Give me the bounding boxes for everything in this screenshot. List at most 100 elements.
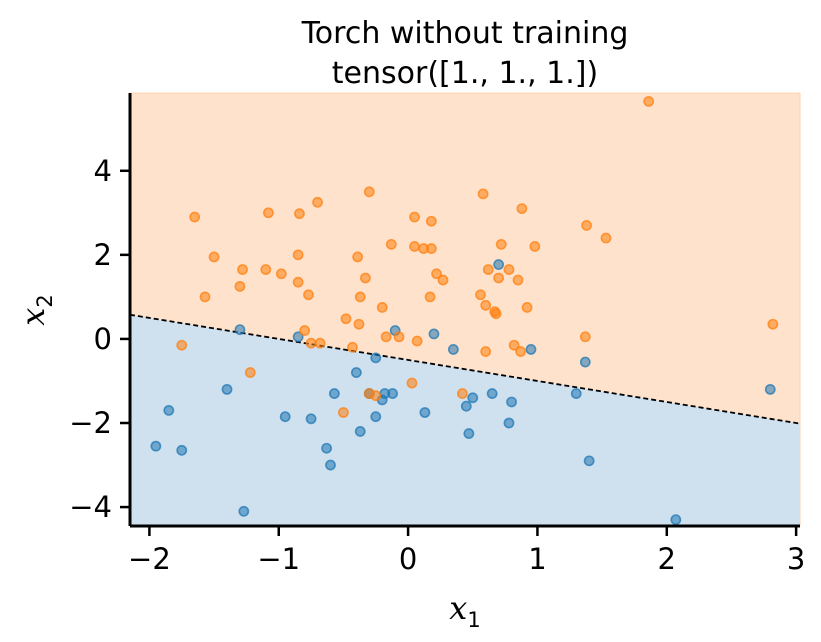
data-point-class-0 <box>579 356 591 368</box>
data-point-class-1 <box>437 274 449 286</box>
y-tick-label: 0 <box>94 322 112 356</box>
data-point-class-1 <box>363 186 375 198</box>
data-point-class-0 <box>325 459 336 471</box>
x-tick-label: 3 <box>787 542 805 576</box>
data-point-class-1 <box>199 291 211 303</box>
data-point-class-1 <box>508 339 520 351</box>
data-point-class-0 <box>467 392 479 404</box>
data-point-class-1 <box>260 264 272 275</box>
data-point-class-1 <box>360 272 371 284</box>
data-point-class-1 <box>767 318 779 330</box>
data-point-class-0 <box>387 388 398 399</box>
data-point-class-1 <box>503 264 515 275</box>
data-point-class-1 <box>353 318 365 330</box>
data-point-class-0 <box>503 417 515 429</box>
data-point-class-1 <box>338 407 349 418</box>
y-tick-label: 4 <box>94 154 112 188</box>
data-point-class-1 <box>529 241 541 252</box>
data-point-class-1 <box>406 377 418 389</box>
data-point-class-1 <box>376 301 388 313</box>
data-point-class-1 <box>262 207 274 219</box>
data-point-class-0 <box>460 400 472 412</box>
data-point-class-1 <box>600 232 612 244</box>
data-point-class-1 <box>477 188 489 200</box>
data-point-class-0 <box>463 428 475 439</box>
data-point-class-1 <box>482 264 494 275</box>
data-point-class-1 <box>176 339 188 351</box>
data-point-class-1 <box>189 211 201 223</box>
data-point-class-0 <box>292 331 304 343</box>
data-point-class-0 <box>279 411 291 423</box>
data-point-class-1 <box>292 276 304 288</box>
data-point-class-1 <box>411 335 423 347</box>
data-point-class-0 <box>350 367 362 378</box>
plot-area: −2 −1 0 1 2 3 −4 −2 0 2 4 <box>69 92 805 576</box>
data-point-class-1 <box>340 313 352 325</box>
data-point-class-1 <box>579 331 591 343</box>
data-point-class-0 <box>506 396 517 408</box>
data-point-class-1 <box>380 331 392 343</box>
chart-title-line1: Torch without training <box>301 16 629 51</box>
data-point-class-1 <box>385 238 397 250</box>
data-point-class-1 <box>294 208 305 220</box>
data-point-class-1 <box>490 308 502 320</box>
data-point-class-1 <box>347 341 358 353</box>
data-point-class-0 <box>221 383 233 395</box>
data-point-class-1 <box>370 390 382 402</box>
data-point-class-1 <box>244 367 256 378</box>
y-tick-label: −2 <box>69 406 112 440</box>
data-point-class-1 <box>480 346 492 357</box>
data-point-class-0 <box>583 455 595 467</box>
data-point-class-1 <box>480 299 492 311</box>
data-point-class-1 <box>292 249 304 261</box>
data-point-class-0 <box>486 388 498 399</box>
data-point-class-1 <box>643 96 655 107</box>
data-point-class-0 <box>570 388 582 399</box>
y-tick-label: −4 <box>69 490 112 524</box>
data-point-class-1 <box>393 331 405 343</box>
data-point-class-1 <box>352 251 364 263</box>
data-point-class-1 <box>208 251 220 263</box>
data-point-class-0 <box>176 444 188 456</box>
x-tick-label: −2 <box>128 542 171 576</box>
y-tick-label: 2 <box>94 238 112 272</box>
data-point-class-1 <box>234 280 246 292</box>
data-point-class-1 <box>312 196 323 208</box>
data-point-class-1 <box>424 291 436 303</box>
data-point-class-1 <box>581 220 592 231</box>
y-axis-label: x2 <box>14 294 57 325</box>
data-point-class-0 <box>419 407 431 418</box>
data-point-class-1 <box>516 203 528 215</box>
data-point-class-0 <box>354 426 366 437</box>
data-point-class-1 <box>495 238 507 250</box>
data-point-class-0 <box>764 383 776 395</box>
data-point-class-1 <box>237 264 248 275</box>
data-point-class-0 <box>328 388 340 399</box>
data-point-class-1 <box>475 289 486 301</box>
data-point-class-0 <box>493 259 505 270</box>
x-tick-label: −1 <box>257 542 300 576</box>
data-point-class-1 <box>457 388 468 399</box>
data-point-class-1 <box>409 211 420 223</box>
data-point-class-1 <box>521 301 533 313</box>
data-point-class-0 <box>321 442 333 454</box>
data-point-class-1 <box>314 337 326 349</box>
data-point-class-0 <box>370 411 382 423</box>
data-point-class-1 <box>409 241 420 252</box>
data-point-class-1 <box>493 272 505 284</box>
data-point-class-0 <box>163 404 175 416</box>
data-point-class-1 <box>425 243 437 254</box>
data-point-class-0 <box>238 505 250 517</box>
data-point-class-0 <box>234 324 246 336</box>
data-point-class-1 <box>305 337 317 349</box>
data-point-class-1 <box>431 268 442 280</box>
data-point-class-1 <box>515 346 527 357</box>
data-point-class-0 <box>428 328 440 340</box>
data-point-class-0 <box>670 514 682 526</box>
data-point-class-1 <box>512 274 524 286</box>
x-axis-label: x1 <box>449 589 480 632</box>
data-point-class-1 <box>299 325 311 336</box>
chart-title-line2: tensor([1., 1., 1.]) <box>332 56 598 91</box>
